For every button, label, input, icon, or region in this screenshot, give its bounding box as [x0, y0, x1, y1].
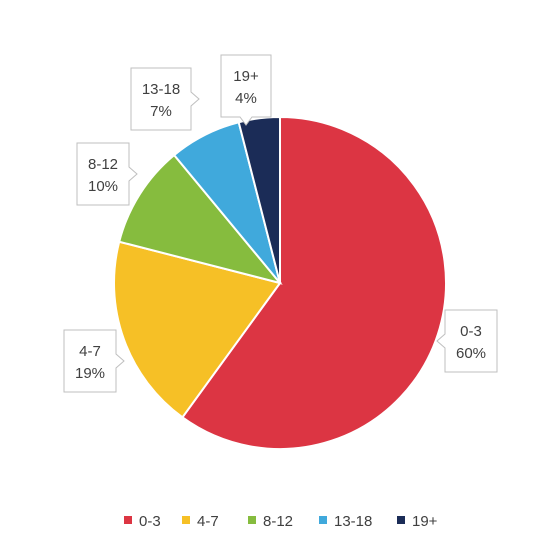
legend-item-8-12: 8-12 — [248, 513, 293, 530]
data-label-percent: 7% — [150, 103, 172, 120]
legend-label: 0-3 — [139, 513, 161, 530]
data-label-category: 0-3 — [460, 323, 482, 340]
legend-label: 4-7 — [197, 513, 219, 530]
callout-box — [436, 309, 498, 373]
data-label-category: 13-18 — [142, 81, 180, 98]
pie-slice-4-7 — [113, 240, 282, 419]
data-label-0-3: 0-360% — [436, 309, 498, 373]
callout-box — [63, 329, 125, 393]
legend-swatch — [397, 516, 405, 524]
legend-label: 19+ — [412, 513, 438, 530]
legend-swatch — [248, 516, 256, 524]
legend-item-4-7: 4-7 — [182, 513, 219, 530]
data-label-percent: 60% — [456, 345, 486, 362]
data-label-category: 19+ — [233, 68, 259, 85]
legend-swatch — [182, 516, 190, 524]
data-label-4-7: 4-719% — [63, 329, 125, 393]
data-label-19+: 19+4% — [220, 54, 272, 126]
data-label-8-12: 8-12 10% — [76, 142, 138, 206]
legend-item-13-18: 13-18 — [319, 513, 372, 530]
chart-legend: 0-3 4-7 8-12 13-18 19+ — [124, 513, 438, 530]
legend-label: 8-12 — [263, 513, 293, 530]
data-label-category: 4-7 — [79, 343, 101, 360]
legend-swatch — [124, 516, 132, 524]
legend-item-0-3: 0-3 — [124, 513, 161, 530]
pie-slice-19+ — [237, 115, 281, 284]
data-label-category: 8-12 — [88, 156, 118, 173]
pie-slice-8-12 — [118, 153, 283, 285]
data-label-percent: 19% — [75, 365, 105, 382]
data-label-percent: 4% — [235, 90, 257, 107]
legend-label: 13-18 — [334, 513, 372, 530]
data-label-13-18: 13-18 7% — [130, 67, 200, 131]
pie-slices — [113, 115, 447, 450]
legend-item-19+: 19+ — [397, 513, 438, 530]
callout-box — [130, 67, 200, 131]
data-label-percent: 10% — [88, 178, 118, 195]
callout-box — [76, 142, 138, 206]
callout-box — [220, 54, 272, 126]
pie-slice-0-3 — [181, 115, 447, 450]
legend-swatch — [319, 516, 327, 524]
